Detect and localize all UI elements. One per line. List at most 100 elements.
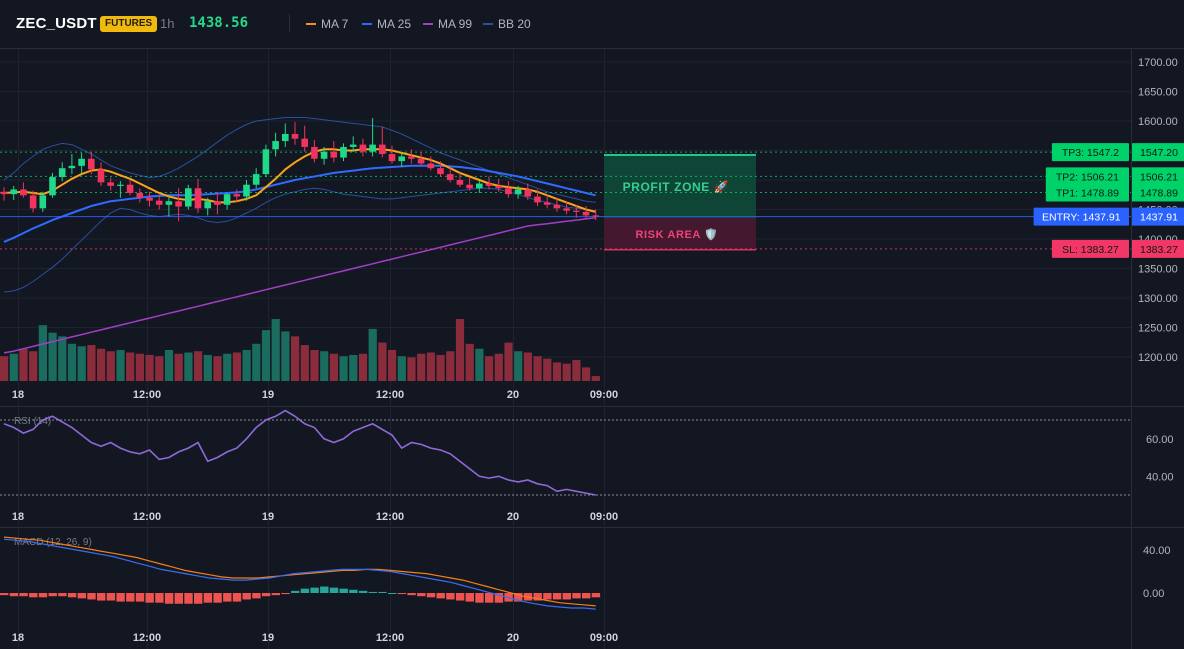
volume-bar [223,353,232,381]
rsi-tick-label: 40.00 [1146,471,1174,483]
trade-zones: PROFIT ZONE 🚀 RISK AREA 🛡️ [604,154,756,251]
symbol-name[interactable]: ZEC_USDT [16,15,97,32]
macd-histogram-bar [77,593,86,599]
volume-bar [155,356,164,381]
macd-histogram-bar [0,593,9,596]
legend-bb20[interactable]: BB 20 [483,17,531,31]
candle-body [485,183,493,186]
candle-body [88,158,95,170]
candle-body [301,138,308,147]
macd-histogram-bar [97,593,106,601]
volume-bar [504,342,513,381]
candle-body [466,184,473,189]
candle-body [582,211,590,216]
macd-histogram-bar [19,593,28,597]
level-axis-tag: 1478.89 [1140,187,1178,199]
volume-bar [106,351,115,381]
volume-bar [87,345,96,381]
macd-histogram-bar [320,586,329,593]
macd-histogram-bar [562,593,571,600]
volume-bar [397,356,406,381]
macd-histogram-bar [407,593,416,596]
volume-bar [29,351,38,381]
price-tick-label: 1200.00 [1138,352,1178,364]
time-tick-label: 12:00 [376,632,404,644]
candle-body [349,144,357,147]
volume-bar [388,350,397,381]
legend-ma7[interactable]: MA 7 [306,17,348,31]
ma7-swatch-icon [306,23,316,25]
candle-body [514,189,522,195]
level-tag-label: ENTRY: 1437.91 [1042,212,1121,224]
macd-line [3,538,596,610]
volume-bar [523,352,532,381]
risk-zone [604,218,756,250]
time-axes[interactable]: 18 12:00 19 12:00 20 09:00 18 12:00 19 12:00 20 09:… [12,389,618,644]
candle-body [311,146,318,159]
candle-body [437,168,444,175]
volume-bar [9,353,18,381]
macd-histogram-bar [164,593,174,604]
candle-body [563,208,570,211]
volume-bar [261,330,271,381]
chart-header: ZEC_USDT FUTURES 1h 1438.56 MA 7 MA 25 M… [0,0,1184,47]
volume-bar [19,348,28,381]
macd-pane: MACD (12, 26, 9) 40.000.00 [0,536,1171,610]
volume-bar [310,350,319,381]
legend-ma25[interactable]: MA 25 [362,17,411,31]
volume-bar [213,356,222,381]
time-tick-label: 12:00 [376,511,404,523]
candle-body [155,200,163,205]
time-tick-label: 19 [262,511,274,523]
candle-body [553,204,561,209]
macd-histogram-bar [223,593,232,602]
time-tick-label: 09:00 [590,632,618,644]
rsi-title: RSI (14) [14,416,51,427]
time-tick-label: 09:00 [590,511,618,523]
volume-bar [349,354,358,381]
price-tick-label: 1600.00 [1138,116,1178,128]
candle-body [10,189,17,195]
candle-body [252,174,260,185]
candle-body [49,177,56,196]
legend-ma25-label: MA 25 [377,17,412,31]
macd-histogram-bar [281,593,290,595]
volume-bar [0,356,9,381]
candle-body [58,168,66,178]
volume-bar [291,336,300,381]
legend-ma7-label: MA 7 [321,17,349,31]
legend-ma99-label: MA 99 [438,17,473,31]
candle-body [524,189,532,197]
rsi-pane: RSI (14) 60.00 40.00 [0,409,1174,496]
candle-body [543,202,551,205]
candle-body [78,158,85,166]
price-tick-label: 1300.00 [1138,293,1178,305]
level-tags: TP3: 1547.2 1547.20 TP2: 1506.21 1506.21 TP1… [1033,143,1184,258]
candle-body [369,144,376,152]
macd-histogram-bar [29,593,38,598]
candle-body [107,182,114,186]
macd-histogram-bar [300,588,310,593]
volume-bar [475,348,484,381]
volume-bar [339,356,348,381]
candle-body [146,197,153,201]
volume-bar [320,351,329,381]
volume-bar [174,353,183,381]
volume-bar [552,362,562,381]
grid [0,49,1131,649]
macd-histogram-bar [252,593,261,599]
timeframe-label[interactable]: 1h [160,16,175,31]
volume-bar [116,350,125,381]
candle-body [214,201,221,205]
time-tick-label: 19 [262,632,274,644]
candle-body [68,165,76,169]
macd-histogram-bar [368,591,377,593]
legend-ma99[interactable]: MA 99 [423,17,472,31]
macd-histogram-bar [67,593,77,598]
macd-histogram-bar [242,593,251,600]
level-axis-tag-bg [1132,167,1184,186]
volume-bar [203,354,212,381]
macd-histogram-bar [591,593,601,598]
volume-bar [38,325,47,381]
